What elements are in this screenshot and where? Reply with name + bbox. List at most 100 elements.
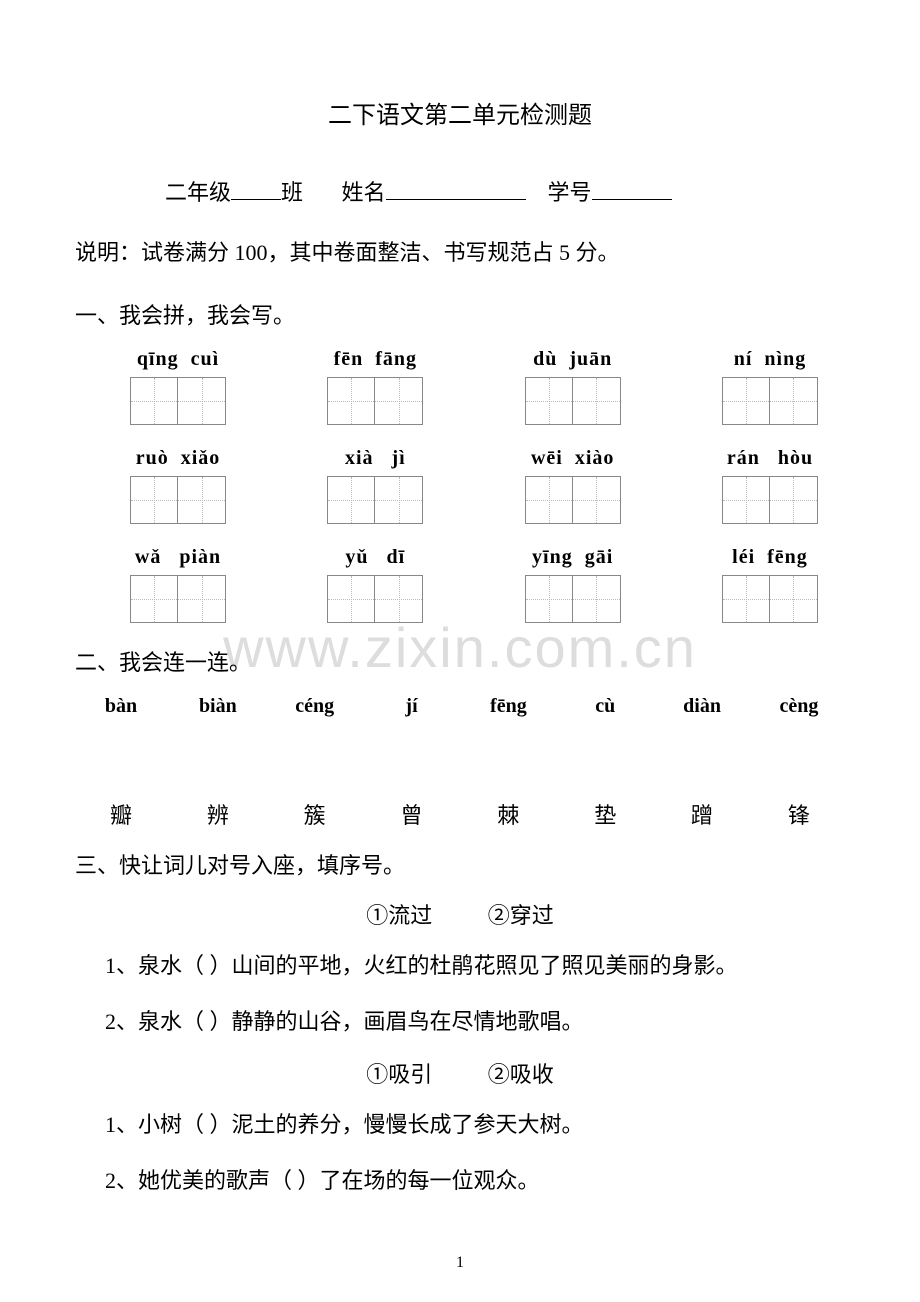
page-number: 1 bbox=[0, 1254, 920, 1272]
section-1-heading: 一、我会拼，我会写。 bbox=[75, 298, 845, 330]
pinyin-row: qīng cuì fēn fāng dù juān ní nìng bbox=[103, 348, 845, 439]
match-hanzi: 锋 bbox=[759, 798, 839, 830]
char-box[interactable] bbox=[178, 377, 226, 425]
char-box[interactable] bbox=[327, 476, 375, 524]
match-pinyin: jí bbox=[372, 695, 452, 718]
char-box[interactable] bbox=[375, 476, 423, 524]
match-pinyin-row: bàn biàn céng jí fēng cù diàn cèng bbox=[81, 695, 839, 718]
char-box-pair bbox=[498, 476, 648, 524]
option-item: ②吸收 bbox=[488, 1062, 554, 1087]
char-box[interactable] bbox=[178, 575, 226, 623]
match-hanzi: 瓣 bbox=[81, 798, 161, 830]
question-line: 2、泉水（ ）静静的山谷，画眉鸟在尽情地歌唱。 bbox=[105, 1002, 845, 1042]
char-box[interactable] bbox=[573, 476, 621, 524]
pinyin-cell: wǎ piàn bbox=[103, 546, 253, 637]
char-box[interactable] bbox=[722, 476, 770, 524]
pinyin-cell: fēn fāng bbox=[300, 348, 450, 439]
id-blank[interactable] bbox=[592, 178, 672, 200]
pinyin-write-area: qīng cuì fēn fāng dù juān ní nìng ruò xi… bbox=[103, 348, 845, 637]
pinyin-label: yīng gāi bbox=[498, 546, 648, 569]
char-box-pair bbox=[695, 377, 845, 425]
option-item: ①流过 bbox=[366, 903, 432, 928]
grade-label: 二年级 bbox=[165, 180, 231, 205]
pinyin-label: fēn fāng bbox=[300, 348, 450, 371]
char-box[interactable] bbox=[770, 377, 818, 425]
pinyin-label: léi fēng bbox=[695, 546, 845, 569]
char-box-pair bbox=[103, 377, 253, 425]
char-box[interactable] bbox=[327, 575, 375, 623]
char-box[interactable] bbox=[770, 575, 818, 623]
name-label: 姓名 bbox=[342, 180, 386, 205]
char-box-pair bbox=[695, 575, 845, 623]
char-box[interactable] bbox=[375, 575, 423, 623]
pinyin-cell: ní nìng bbox=[695, 348, 845, 439]
char-box[interactable] bbox=[327, 377, 375, 425]
char-box[interactable] bbox=[525, 377, 573, 425]
char-box[interactable] bbox=[573, 575, 621, 623]
pinyin-cell: rán hòu bbox=[695, 447, 845, 538]
match-hanzi: 辨 bbox=[178, 798, 258, 830]
pinyin-row: wǎ piàn yǔ dī yīng gāi léi fēng bbox=[103, 546, 845, 637]
char-box-pair bbox=[300, 476, 450, 524]
char-box[interactable] bbox=[722, 377, 770, 425]
char-box[interactable] bbox=[130, 476, 178, 524]
pinyin-row: ruò xiǎo xià jì wēi xiào rán hòu bbox=[103, 447, 845, 538]
char-box[interactable] bbox=[130, 377, 178, 425]
char-box[interactable] bbox=[525, 575, 573, 623]
name-blank[interactable] bbox=[386, 178, 526, 200]
section-2-heading: 二、我会连一连。 bbox=[75, 645, 845, 677]
char-box-pair bbox=[498, 575, 648, 623]
question-line: 1、小树（ ）泥土的养分，慢慢长成了参天大树。 bbox=[105, 1105, 845, 1145]
char-box-pair bbox=[300, 575, 450, 623]
match-hanzi: 簇 bbox=[275, 798, 355, 830]
match-pinyin: céng bbox=[275, 695, 355, 718]
pinyin-label: wēi xiào bbox=[498, 447, 648, 470]
match-hanzi: 棘 bbox=[468, 798, 548, 830]
match-hanzi-row: 瓣 辨 簇 曾 棘 垫 蹭 锋 bbox=[81, 798, 839, 830]
char-box[interactable] bbox=[573, 377, 621, 425]
char-box[interactable] bbox=[178, 476, 226, 524]
char-box[interactable] bbox=[722, 575, 770, 623]
page-title: 二下语文第二单元检测题 bbox=[75, 95, 845, 130]
pinyin-cell: yǔ dī bbox=[300, 546, 450, 637]
pinyin-label: ní nìng bbox=[695, 348, 845, 371]
option-item: ②穿过 bbox=[488, 903, 554, 928]
pinyin-label: xià jì bbox=[300, 447, 450, 470]
char-box-pair bbox=[103, 476, 253, 524]
pinyin-cell: xià jì bbox=[300, 447, 450, 538]
ban-label: 班 bbox=[281, 180, 303, 205]
match-pinyin: diàn bbox=[662, 695, 742, 718]
char-box[interactable] bbox=[130, 575, 178, 623]
match-pinyin: biàn bbox=[178, 695, 258, 718]
question-line: 2、她优美的歌声（ ）了在场的每一位观众。 bbox=[105, 1161, 845, 1201]
pinyin-label: qīng cuì bbox=[103, 348, 253, 371]
option-group: ①流过 ②穿过 bbox=[75, 898, 845, 930]
char-box[interactable] bbox=[770, 476, 818, 524]
exam-instruction: 说明：试卷满分 100，其中卷面整洁、书写规范占 5 分。 bbox=[75, 235, 845, 270]
pinyin-label: wǎ piàn bbox=[103, 546, 253, 569]
char-box[interactable] bbox=[375, 377, 423, 425]
pinyin-cell: qīng cuì bbox=[103, 348, 253, 439]
char-box-pair bbox=[695, 476, 845, 524]
pinyin-cell: dù juān bbox=[498, 348, 648, 439]
pinyin-cell: yīng gāi bbox=[498, 546, 648, 637]
match-pinyin: cù bbox=[565, 695, 645, 718]
pinyin-label: ruò xiǎo bbox=[103, 447, 253, 470]
option-group: ①吸引 ②吸收 bbox=[75, 1057, 845, 1089]
char-box-pair bbox=[300, 377, 450, 425]
id-label: 学号 bbox=[548, 180, 592, 205]
match-hanzi: 蹭 bbox=[662, 798, 742, 830]
match-pinyin: fēng bbox=[468, 695, 548, 718]
match-pinyin: cèng bbox=[759, 695, 839, 718]
pinyin-cell: ruò xiǎo bbox=[103, 447, 253, 538]
option-item: ①吸引 bbox=[366, 1062, 432, 1087]
class-blank[interactable] bbox=[231, 178, 281, 200]
pinyin-label: dù juān bbox=[498, 348, 648, 371]
match-hanzi: 垫 bbox=[565, 798, 645, 830]
student-info-line: 二年级 班 姓名 学号 bbox=[75, 175, 845, 207]
match-hanzi: 曾 bbox=[372, 798, 452, 830]
char-box-pair bbox=[498, 377, 648, 425]
char-box[interactable] bbox=[525, 476, 573, 524]
char-box-pair bbox=[103, 575, 253, 623]
pinyin-cell: wēi xiào bbox=[498, 447, 648, 538]
